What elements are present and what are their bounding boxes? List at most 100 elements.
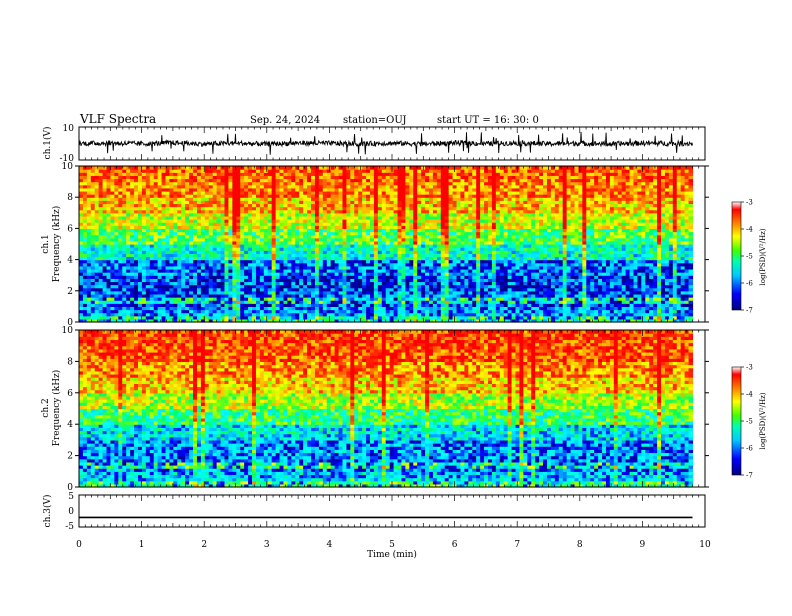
spectrogram-cell xyxy=(157,272,163,276)
spectrogram-cell xyxy=(82,200,88,205)
spectrogram-cell xyxy=(200,219,206,223)
spectrogram-cell xyxy=(185,178,190,183)
spectrogram-cell xyxy=(189,268,194,273)
spectrogram-cell xyxy=(134,303,139,307)
spectrogram-cell xyxy=(181,293,186,298)
spectrogram-cell xyxy=(193,281,198,286)
spectrogram-cell xyxy=(110,203,115,208)
spectrogram-cell xyxy=(94,306,100,311)
spectrogram-cell xyxy=(153,215,159,220)
spectrogram-cell xyxy=(79,228,84,233)
spectrogram-cell xyxy=(79,237,84,242)
spectrogram-cell xyxy=(181,184,186,189)
spectrogram-cell xyxy=(173,303,178,307)
spectrogram-cell xyxy=(193,318,198,323)
spectrogram-cell xyxy=(169,240,174,245)
spectrogram-cell xyxy=(177,172,182,176)
spectrogram-cell xyxy=(118,256,123,261)
spectrogram-cell xyxy=(181,228,186,233)
spectrogram-cell xyxy=(110,215,115,220)
spectrogram-cell xyxy=(157,247,163,251)
spectrogram-cell xyxy=(106,259,112,264)
spectrogram-cell xyxy=(267,166,273,170)
spectrogram-cell xyxy=(141,318,147,323)
spectrogram-cell xyxy=(90,256,96,261)
spectrogram-cell xyxy=(193,250,198,254)
spectrogram-cell xyxy=(130,312,135,317)
spectrogram-cell xyxy=(185,222,190,226)
spectrogram-cell xyxy=(157,228,163,233)
spectrogram-cell xyxy=(204,222,210,226)
spectrogram-cell xyxy=(153,190,159,195)
spectrogram-cell xyxy=(122,259,127,264)
spectrogram-cell xyxy=(134,256,139,261)
spectrogram-cell xyxy=(161,231,167,236)
spectrogram-cell xyxy=(185,265,190,270)
spectrogram-cell xyxy=(110,178,115,183)
spectrogram-cell xyxy=(173,268,178,273)
spectrogram-cell xyxy=(86,272,92,276)
spectrogram-cell xyxy=(169,200,174,205)
spectrogram-cell xyxy=(169,172,174,176)
spectrogram-cell xyxy=(157,287,163,292)
spectrogram-cell xyxy=(181,175,186,180)
spectrogram-cell xyxy=(161,197,167,201)
spectrogram-cell xyxy=(189,262,194,267)
spectrogram-cell xyxy=(196,300,202,304)
spectrogram-cell xyxy=(149,212,155,217)
spectrogram-cell xyxy=(169,222,174,226)
spectrogram-cell xyxy=(82,297,88,301)
spectrogram-cell xyxy=(189,228,194,233)
spectrogram-cell xyxy=(82,206,88,211)
spectrogram-cell xyxy=(90,259,96,264)
ch1-waveform-ylabel: ch.1(V) xyxy=(42,127,53,160)
spectrogram-cell xyxy=(141,303,147,307)
spectrogram-cell xyxy=(181,187,186,192)
spectrogram-cell xyxy=(189,206,194,211)
spectrogram-cell xyxy=(134,184,139,189)
spectrogram-cell xyxy=(90,247,96,251)
spectrogram-cell xyxy=(193,231,198,236)
spectrogram-cell xyxy=(141,275,147,279)
spectrogram-cell xyxy=(173,234,178,239)
spectrogram-cell xyxy=(130,250,135,254)
spectrogram-cell xyxy=(173,187,178,192)
spectrogram-cell xyxy=(204,234,210,239)
spectrogram-cell xyxy=(118,225,123,229)
spectrogram-cell xyxy=(165,228,171,233)
spectrogram-cell xyxy=(98,215,104,220)
spectrogram-cell xyxy=(177,293,182,298)
spectrogram-cell xyxy=(137,209,143,214)
spectrogram-cell xyxy=(86,293,92,298)
spectrogram-cell xyxy=(204,309,210,314)
spectrogram-cell xyxy=(102,231,108,236)
spectrogram-cell xyxy=(137,275,143,279)
spectrogram-cell xyxy=(82,203,88,208)
spectrogram-cell xyxy=(137,166,143,170)
spectrogram-cell xyxy=(98,281,104,286)
spectrogram-cell xyxy=(153,184,159,189)
spectrogram-cell xyxy=(102,206,108,211)
spectrogram-cell xyxy=(130,309,135,314)
spectrogram-cell xyxy=(106,244,112,248)
spectrogram-cell xyxy=(122,256,127,261)
spectrogram-cell xyxy=(165,297,171,301)
spectrogram-cell xyxy=(145,300,151,304)
spectrogram-cell xyxy=(79,312,84,317)
spectrogram-cell xyxy=(98,172,104,176)
spectrogram-cell xyxy=(185,184,190,189)
spectrogram-cell xyxy=(79,262,84,267)
spectrogram-cell xyxy=(149,244,155,248)
spectrogram-cell xyxy=(134,225,139,229)
spectrogram-cell xyxy=(110,306,115,311)
spectrogram-cell xyxy=(114,284,119,289)
spectrogram-cell xyxy=(106,240,112,245)
spectrogram-cell xyxy=(177,312,182,317)
spectrogram-cell xyxy=(193,206,198,211)
spectrogram-cell xyxy=(110,237,115,242)
spectrogram-cell xyxy=(149,178,155,183)
spectrogram-cell xyxy=(90,228,96,233)
spectrogram-cell xyxy=(185,262,190,267)
spectrogram-cell xyxy=(137,265,143,270)
spectrogram-cell xyxy=(157,231,163,236)
